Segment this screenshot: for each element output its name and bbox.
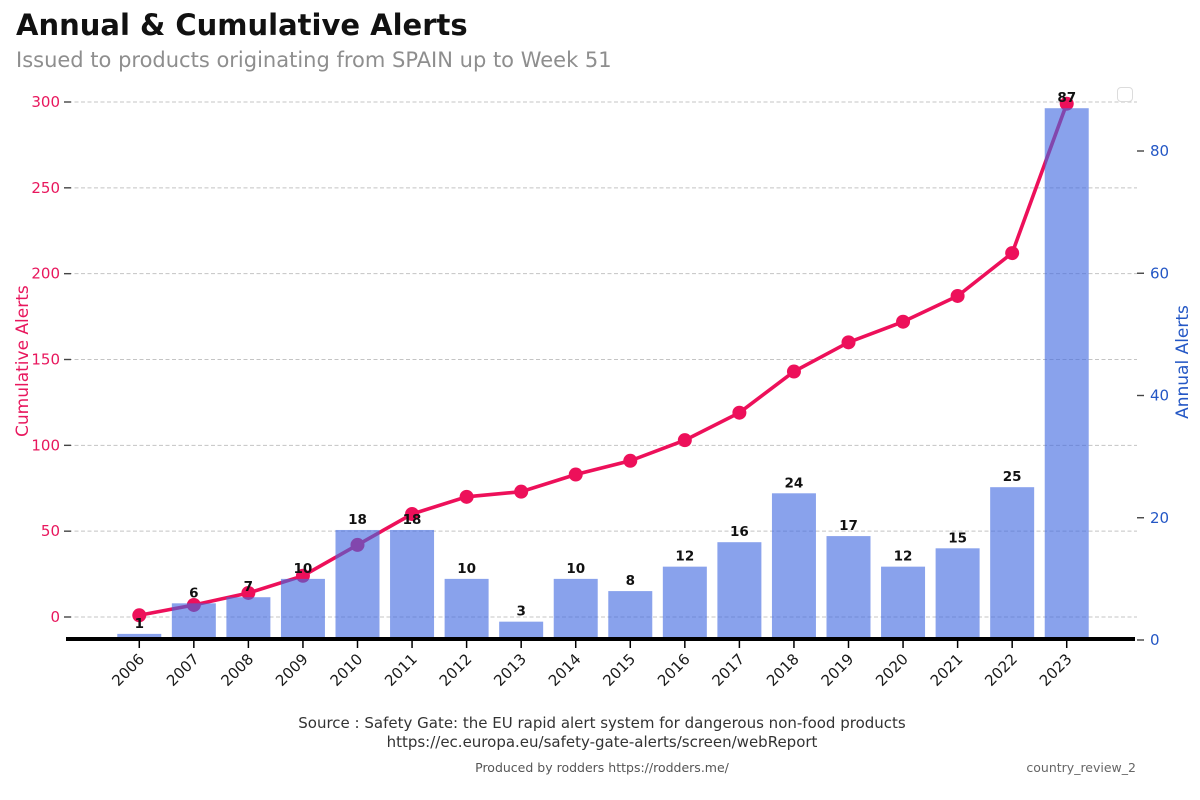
left-axis-tick-label: 100: [31, 436, 60, 454]
bar-value-label: 24: [785, 475, 804, 491]
x-tick-label: 2022: [981, 650, 1021, 690]
left-axis-tick-label: 150: [31, 351, 60, 369]
annual-bar: [226, 597, 271, 637]
right-axis-tick-label: 0: [1150, 631, 1160, 649]
source-line-2: https://ec.europa.eu/safety-gate-alerts/…: [386, 733, 818, 751]
left-axis-tick-label: 200: [31, 265, 60, 283]
bar-value-label: 7: [244, 579, 253, 595]
produced-by-note: Produced by rodders https://rodders.me/: [475, 760, 729, 775]
left-axis-tick-label: 300: [31, 93, 60, 111]
x-tick-label: 2013: [490, 650, 530, 690]
annual-bar: [335, 529, 380, 637]
annual-bar: [826, 536, 871, 637]
left-axis-title: Cumulative Alerts: [13, 285, 33, 437]
right-axis-tick-label: 20: [1150, 509, 1169, 527]
cumulative-point: [732, 405, 747, 420]
annual-bar: [1044, 108, 1089, 637]
right-axis-tick-label: 60: [1150, 264, 1169, 282]
left-axis-tick-label: 50: [41, 522, 60, 540]
source-note: Source : Safety Gate: the EU rapid alert…: [0, 714, 1200, 752]
annual-bar: [717, 542, 762, 637]
bar-value-label: 10: [294, 561, 313, 577]
page-subtitle: Issued to products originating from SPAI…: [16, 48, 612, 72]
annual-bar: [553, 578, 598, 637]
bar-value-label: 87: [1057, 90, 1076, 106]
x-tick-label: 2010: [327, 650, 367, 690]
x-tick-label: 2017: [708, 650, 748, 690]
cumulative-point: [677, 433, 692, 448]
x-tick-label: 2020: [872, 650, 912, 690]
bar-value-label: 10: [566, 561, 585, 577]
cumulative-point: [514, 484, 529, 499]
right-axis-title: Annual Alerts: [1173, 305, 1193, 419]
cumulative-line: [138, 103, 1069, 618]
x-tick-label: 2019: [818, 650, 858, 690]
annual-bar: [608, 591, 653, 637]
left-axis-tick-label: 0: [50, 608, 60, 626]
cumulative-point: [459, 489, 474, 504]
x-tick-label: 2016: [654, 650, 694, 690]
cumulative-point: [1059, 96, 1074, 111]
cumulative-point: [568, 467, 583, 482]
x-tick-label: 2021: [927, 650, 967, 690]
annual-bar: [171, 603, 216, 637]
bar-value-label: 18: [403, 512, 422, 528]
bar-value-label: 17: [839, 518, 858, 534]
bar-value-label: 12: [894, 549, 913, 565]
bar-value-label: 16: [730, 524, 749, 540]
right-axis-tick-label: 40: [1150, 387, 1169, 405]
cumulative-point: [132, 608, 147, 623]
annual-bar: [280, 578, 325, 637]
bar-value-label: 12: [675, 549, 694, 565]
bar-value-label: 1: [135, 616, 144, 632]
annual-bar: [117, 633, 162, 637]
page-title: Annual & Cumulative Alerts: [16, 8, 468, 42]
x-tick-label: 2012: [436, 650, 476, 690]
x-tick-label: 2014: [545, 650, 585, 690]
legend-placeholder-box: [1117, 87, 1133, 102]
x-tick-label: 2023: [1036, 650, 1076, 690]
bar-value-label: 15: [948, 530, 967, 546]
x-tick-label: 2009: [272, 650, 312, 690]
x-tick-label: 2011: [381, 650, 421, 690]
source-line-1: Source : Safety Gate: the EU rapid alert…: [298, 714, 906, 732]
x-tick-label: 2018: [763, 650, 803, 690]
annual-bar: [444, 578, 489, 637]
bar-value-label: 8: [626, 573, 635, 589]
cumulative-point: [896, 314, 911, 329]
left-axis-tick-label: 250: [31, 179, 60, 197]
bar-value-label: 6: [189, 585, 198, 601]
doc-ref: country_review_2: [1026, 760, 1136, 775]
bar-value-label: 25: [1003, 469, 1022, 485]
annual-bar: [771, 493, 816, 637]
bar-value-label: 18: [348, 512, 367, 528]
annual-bar: [881, 566, 926, 637]
x-tick-label: 2015: [599, 650, 639, 690]
bar-value-label: 3: [516, 604, 525, 620]
cumulative-point: [786, 364, 801, 379]
cumulative-point: [623, 453, 638, 468]
bar-value-label: 10: [457, 561, 476, 577]
annual-bar: [935, 548, 980, 637]
x-tick-label: 2007: [163, 650, 203, 690]
cumulative-point: [841, 335, 856, 350]
right-axis-tick-label: 80: [1150, 142, 1169, 160]
x-tick-label: 2006: [108, 650, 148, 690]
cumulative-point: [241, 585, 256, 600]
annual-bar: [990, 487, 1035, 637]
cumulative-point: [1005, 246, 1020, 261]
annual-bar: [390, 529, 435, 637]
cumulative-point: [950, 288, 965, 303]
x-tick-label: 2008: [217, 650, 257, 690]
annual-bar: [662, 566, 707, 637]
annual-bar: [499, 621, 544, 637]
cumulative-point: [405, 507, 420, 521]
